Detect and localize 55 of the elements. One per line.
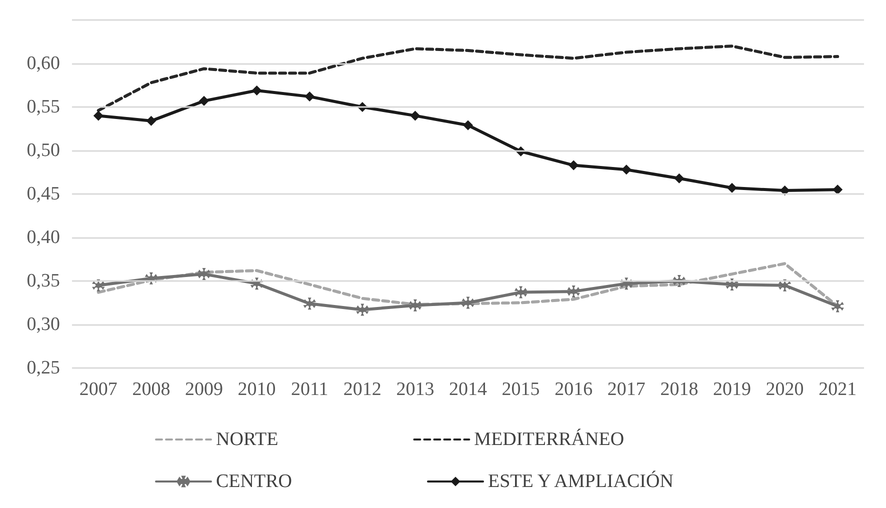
point [356,304,368,316]
legend-label: CENTRO [216,471,292,492]
x-tick-label: 2012 [343,379,382,400]
y-tick-label: 0,50 [26,140,60,161]
x-tick-label: 2014 [449,379,488,400]
y-tick-label: 0,40 [26,227,60,248]
point [780,186,790,196]
point [93,110,104,121]
y-tick-label: 0,60 [26,53,60,74]
point [673,275,686,287]
point [410,110,420,121]
point [145,272,158,284]
x-tick-label: 2019 [713,379,751,400]
y-tick-label: 0,45 [26,184,60,204]
x-tick-label: 2020 [766,379,804,400]
point [463,120,473,130]
point [409,299,422,312]
x-tick-label: 2010 [238,379,276,400]
point [778,279,791,292]
point [304,298,316,310]
x-tick-label: 2009 [185,379,223,400]
point [92,279,104,292]
legend-label: NORTE [216,429,278,450]
point [199,96,209,106]
y-tick-label: 0,55 [26,96,60,118]
point [832,300,844,312]
x-tick-label: 2007 [79,379,118,400]
y-tick-label: 0,25 [26,358,60,378]
y-tick-label: 0,30 [26,314,60,335]
point [832,184,843,195]
x-tick-label: 2017 [607,379,646,400]
point [514,286,527,298]
x-tick-label: 2016 [554,379,593,400]
point [674,173,684,184]
legend-label: MEDITERRÁNEO [474,428,624,450]
point [252,85,262,96]
point [146,116,156,126]
point [726,278,738,290]
x-tick-label: 2008 [132,379,170,400]
point [621,164,632,175]
point [568,285,580,298]
x-tick-label: 2013 [396,379,434,400]
point [568,160,579,170]
point [462,296,474,309]
x-tick-label: 2018 [660,379,698,400]
legend-label: ESTE Y AMPLIACIÓN [488,470,674,492]
point [304,92,315,102]
y-tick-label: 0,35 [26,270,60,292]
x-tick-label: 2015 [502,379,540,400]
x-tick-label: 2011 [290,379,328,400]
point [250,278,263,290]
point [727,182,737,193]
point [198,268,210,280]
point [620,278,632,290]
x-tick-label: 2021 [818,379,857,400]
